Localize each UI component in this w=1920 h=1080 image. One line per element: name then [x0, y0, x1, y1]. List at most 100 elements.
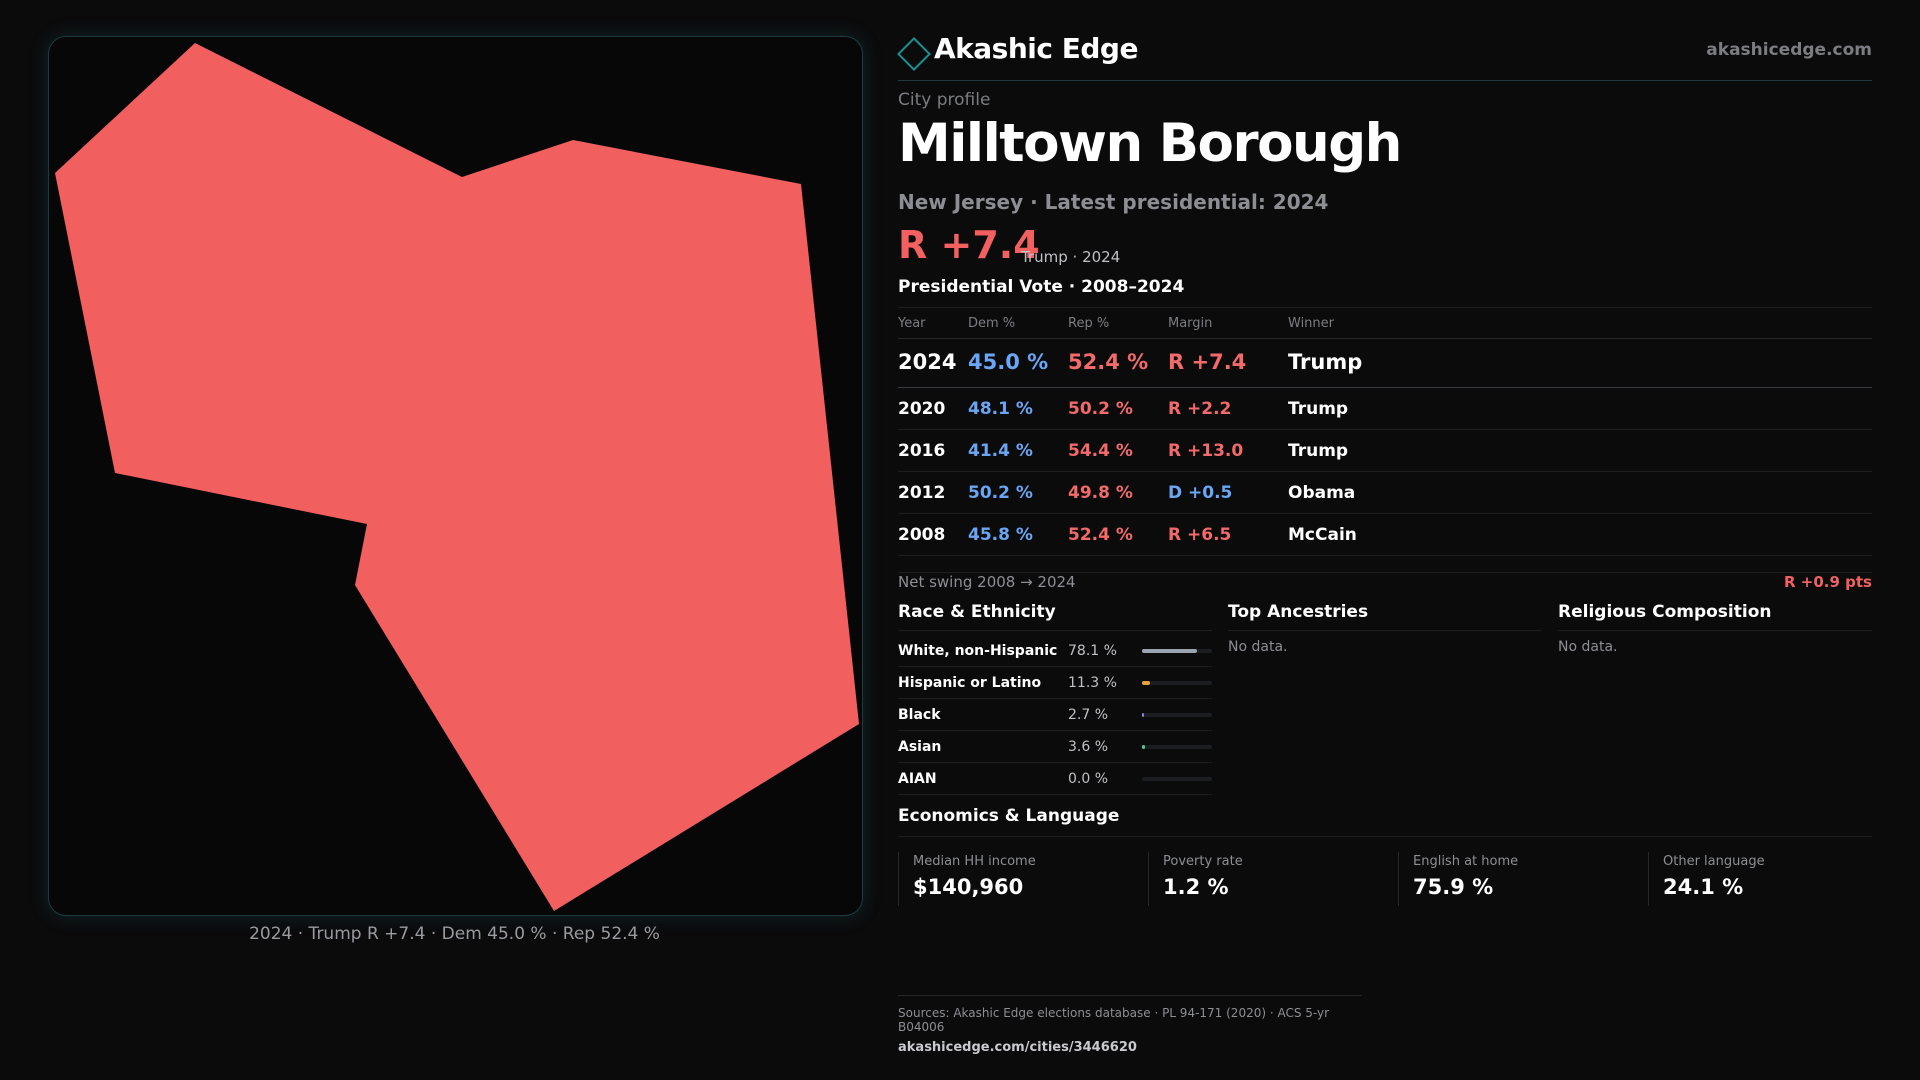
- row-year: 2024: [898, 350, 957, 374]
- race-name: White, non-Hispanic: [898, 643, 1058, 659]
- table-row: 2016 41.4 % 54.4 % R +13.0 Trump: [898, 430, 1872, 472]
- row-rep: 52.4 %: [1068, 525, 1133, 545]
- row-winner: Trump: [1288, 399, 1349, 419]
- diamond-logo-icon: [897, 37, 931, 71]
- row-winner: McCain: [1288, 525, 1357, 545]
- city-boundary-shape[interactable]: [55, 43, 859, 911]
- econ-cell-other-language: Other language 24.1 %: [1648, 852, 1873, 906]
- header-dem: Dem %: [968, 316, 1016, 331]
- table-row: 2012 50.2 % 49.8 % D +0.5 Obama: [898, 472, 1872, 514]
- race-pct: 11.3 %: [1068, 675, 1117, 691]
- race-name: Hispanic or Latino: [898, 675, 1042, 691]
- race-bar-track: [1142, 649, 1212, 653]
- row-year: 2008: [898, 525, 946, 545]
- race-row: AIAN 0.0 %: [898, 763, 1212, 795]
- race-pct: 2.7 %: [1068, 707, 1109, 723]
- latest-margin-note: Trump · 2024: [1021, 248, 1121, 266]
- row-rep: 52.4 %: [1068, 350, 1149, 374]
- econ-cell-income: Median HH income $140,960: [898, 852, 1143, 906]
- table-row: 2024 45.0 % 52.4 % R +7.4 Trump: [898, 339, 1872, 388]
- race-section: Race & Ethnicity White, non-Hispanic 78.…: [898, 602, 1212, 795]
- table-row: 2008 45.8 % 52.4 % R +6.5 McCain: [898, 514, 1872, 556]
- race-row: Asian 3.6 %: [898, 731, 1212, 763]
- net-swing-value: R +0.9 pts: [1784, 573, 1872, 591]
- race-pct: 78.1 %: [1068, 643, 1117, 659]
- map-caption: 2024 · Trump R +7.4 · Dem 45.0 % · Rep 5…: [249, 924, 660, 944]
- row-margin: R +2.2: [1168, 399, 1232, 419]
- brand-name[interactable]: Akashic Edge: [934, 32, 1138, 65]
- page-subtitle: New Jersey · Latest presidential: 2024: [898, 190, 1329, 214]
- race-name: AIAN: [898, 771, 937, 787]
- race-bar-track: [1142, 713, 1212, 717]
- map-panel[interactable]: [48, 36, 863, 916]
- econ-value: 24.1 %: [1663, 875, 1744, 899]
- row-year: 2016: [898, 441, 946, 461]
- row-margin: R +6.5: [1168, 525, 1232, 545]
- race-bar-fill: [1142, 681, 1150, 685]
- race-section-title: Race & Ethnicity: [898, 602, 1212, 631]
- econ-value: 75.9 %: [1413, 875, 1494, 899]
- econ-label: English at home: [1413, 854, 1519, 869]
- header-rep: Rep %: [1068, 316, 1110, 331]
- eyebrow-label: City profile: [898, 90, 991, 110]
- econ-value: $140,960: [913, 875, 1024, 899]
- row-rep: 49.8 %: [1068, 483, 1133, 503]
- row-margin: R +7.4: [1168, 350, 1247, 374]
- header-margin: Margin: [1168, 316, 1213, 331]
- race-row: White, non-Hispanic 78.1 %: [898, 635, 1212, 667]
- religion-section: Religious Composition No data.: [1558, 602, 1872, 655]
- race-bar-fill: [1142, 649, 1197, 653]
- race-pct: 0.0 %: [1068, 771, 1109, 787]
- row-winner: Trump: [1288, 350, 1363, 374]
- religion-section-title: Religious Composition: [1558, 602, 1872, 631]
- race-list: White, non-Hispanic 78.1 % Hispanic or L…: [898, 635, 1212, 795]
- row-dem: 45.8 %: [968, 525, 1033, 545]
- row-winner: Trump: [1288, 441, 1349, 461]
- econ-label: Median HH income: [913, 854, 1036, 869]
- row-dem: 50.2 %: [968, 483, 1033, 503]
- race-bar-fill: [1142, 745, 1145, 749]
- race-bar-track: [1142, 681, 1212, 685]
- page-title: Milltown Borough: [898, 113, 1402, 174]
- table-header-row: Year Dem % Rep % Margin Winner: [898, 307, 1872, 339]
- econ-label: Other language: [1663, 854, 1765, 869]
- row-dem: 48.1 %: [968, 399, 1033, 419]
- profile-panel: Akashic Edge akashicedge.com City profil…: [897, 0, 1872, 1080]
- econ-cell-english: English at home 75.9 %: [1398, 852, 1643, 906]
- row-margin: R +13.0: [1168, 441, 1244, 461]
- econ-label: Poverty rate: [1163, 854, 1243, 869]
- row-winner: Obama: [1288, 483, 1356, 503]
- net-swing: Net swing 2008 → 2024 R +0.9 pts: [898, 572, 1872, 593]
- econ-value: 1.2 %: [1163, 875, 1229, 899]
- race-name: Black: [898, 707, 941, 723]
- race-bar-fill: [1142, 713, 1144, 717]
- econ-cell-poverty: Poverty rate 1.2 %: [1148, 852, 1393, 906]
- row-rep: 54.4 %: [1068, 441, 1133, 461]
- economics-grid: Median HH income $140,960 Poverty rate 1…: [898, 852, 1872, 906]
- sources-url-link[interactable]: akashicedge.com/cities/3446620: [898, 1040, 1137, 1055]
- row-year: 2020: [898, 399, 946, 419]
- table-row: 2020 48.1 % 50.2 % R +2.2 Trump: [898, 388, 1872, 430]
- economics-section-title: Economics & Language: [898, 806, 1872, 837]
- header: Akashic Edge akashicedge.com: [897, 30, 1872, 81]
- race-row: Hispanic or Latino 11.3 %: [898, 667, 1212, 699]
- row-dem: 41.4 %: [968, 441, 1033, 461]
- presidential-table: Year Dem % Rep % Margin Winner 2024 45.0…: [898, 307, 1872, 556]
- row-year: 2012: [898, 483, 946, 503]
- header-year: Year: [898, 316, 926, 331]
- race-name: Asian: [898, 739, 942, 755]
- ancestries-section: Top Ancestries No data.: [1228, 602, 1542, 655]
- net-swing-label: Net swing 2008 → 2024: [898, 573, 1076, 591]
- ancestries-empty: No data.: [1228, 639, 1288, 655]
- row-margin: D +0.5: [1168, 483, 1233, 503]
- header-winner: Winner: [1288, 316, 1335, 331]
- brand-site-link[interactable]: akashicedge.com: [1706, 40, 1872, 60]
- religion-empty: No data.: [1558, 639, 1618, 655]
- city-boundary-map: [55, 43, 859, 911]
- row-dem: 45.0 %: [968, 350, 1049, 374]
- presidential-section-title: Presidential Vote · 2008–2024: [898, 277, 1185, 297]
- row-rep: 50.2 %: [1068, 399, 1133, 419]
- race-bar-track: [1142, 745, 1212, 749]
- race-pct: 3.6 %: [1068, 739, 1109, 755]
- ancestries-section-title: Top Ancestries: [1228, 602, 1542, 631]
